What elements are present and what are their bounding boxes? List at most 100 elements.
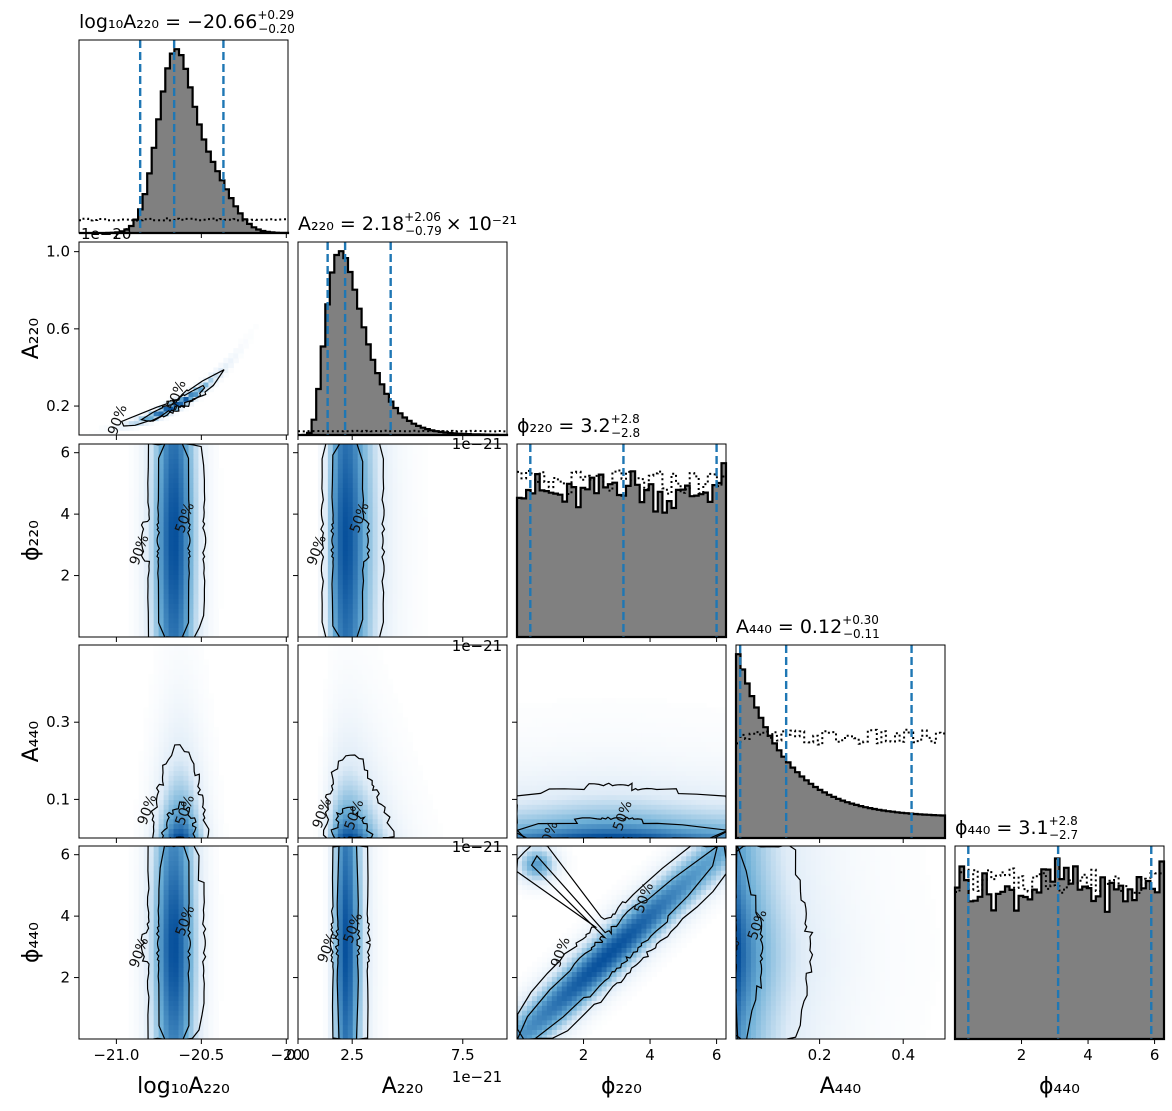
panel-frame [78,39,289,234]
histogram-log10A220: log₁₀A₂₂₀ = −20.66+0.29 −0.20 [78,8,295,235]
y-tick-label: 1.0 [46,243,70,261]
prior-line [736,728,945,746]
density-panel-4-2: 50%90% [516,845,727,1040]
y-tick-label: 6 [60,846,70,864]
title-log10A220: log₁₀A₂₂₀ = −20.66+0.29 −0.20 [79,8,295,36]
contour-50% [330,444,371,637]
y-tick-label: 0.1 [46,790,70,808]
y-tick-label: 4 [60,505,70,523]
y-tick-label: 2 [60,969,70,987]
y-axis-label: A₄₄₀ [19,721,44,763]
histogram-phi440: ϕ₄₄₀ = 3.1+2.8 −2.7 [953,814,1166,1041]
panel-frame [516,443,727,638]
title-A440: A₄₄₀ = 0.12+0.30 −0.11 [736,613,880,641]
x-axis-label-phi220: ϕ₂₂₀ [601,1074,642,1099]
hist-bars [953,857,1166,1041]
contour-90% [120,369,225,427]
panel-frame [516,845,727,1040]
x-axis-label-log10A220: log₁₀A₂₂₀ [137,1074,230,1099]
y-tick-label: 4 [60,907,70,925]
y-axis-label: A₂₂₀ [19,318,44,360]
contour-90% [320,444,386,637]
prior-line [955,867,1164,894]
y-tick-label: 0.2 [46,397,70,415]
contour-90% [150,744,210,838]
panel-frame [297,443,508,638]
panel-frame [78,241,289,436]
x-tick-label: −20.5 [178,1046,224,1064]
hist-bars [79,48,290,235]
panel-frame [78,845,289,1040]
x-offset-text: 1e−21 [452,1068,502,1086]
density-panel-3-2: 50%90% [516,644,727,839]
x-tick-label: 2 [579,1046,589,1064]
title-phi440: ϕ₄₄₀ = 3.1+2.8 −2.7 [955,814,1078,842]
y-axis-label: ϕ₂₂₀ [19,520,44,561]
x-axis-label-A220: A₂₂₀ [382,1074,424,1099]
x-tick-label: 7.5 [451,1046,475,1064]
contour-50% [334,846,361,1039]
density-panel-2-1: 50%90% [297,443,508,638]
y-axis-label: ϕ₄₄₀ [19,922,44,963]
x-offset-text: 1e−21 [452,435,502,453]
y-tick-label: 0.6 [46,320,70,338]
contour-50% [156,444,191,637]
panel-frame [297,644,508,839]
contour-90% [140,444,207,637]
panel-frame [78,443,289,638]
histogram-A220: A₂₂₀ = 2.18+2.06 −0.79 × 10⁻²¹ [297,210,517,437]
x-tick-label: 6 [1150,1046,1160,1064]
panel-frame [735,845,946,1040]
panel-frame [954,845,1165,1040]
contour-90% [140,846,207,1039]
contour-90% [329,846,371,1039]
x-tick-label: 0.4 [891,1046,915,1064]
histogram-A440: A₄₄₀ = 0.12+0.30 −0.11 [734,613,947,840]
hist-bars [515,462,728,639]
contour-50% [736,846,764,1039]
x-tick-label: 2.5 [340,1046,364,1064]
x-tick-label: −21.0 [93,1046,139,1064]
x-tick-label: 4 [1083,1046,1093,1064]
panel-frame [297,241,508,436]
contour-50% [160,801,197,838]
x-axis-label-A440: A₄₄₀ [820,1074,862,1099]
hist-bars [298,250,509,437]
y-tick-label: 6 [60,444,70,462]
contour-90% [736,846,814,1039]
panel-frame [735,644,946,839]
title-A220: A₂₂₀ = 2.18+2.06 −0.79 × 10⁻²¹ [298,210,517,238]
density-panel-3-0: 50%90% [78,644,289,839]
density-panel-4-0: 50%90% [78,845,289,1040]
hist-bars [734,653,947,840]
x-tick-label: 2 [1017,1046,1027,1064]
title-phi220: ϕ₂₂₀ = 3.2+2.8 −2.8 [517,412,640,440]
prior-line [298,429,507,433]
x-tick-label: 4 [645,1046,655,1064]
contour-50% [517,846,719,1039]
prior-line [79,217,288,222]
y-offset-text: 1e−20 [81,225,131,243]
x-tick-label: 0.0 [286,1046,310,1064]
panel-frame [78,644,289,839]
contour-90% [517,846,726,1039]
y-tick-label: 2 [60,567,70,585]
x-tick-label: −20 [270,1046,302,1064]
density-panel-4-3: 50%90% [735,845,946,1040]
x-offset-text: 1e−21 [452,838,502,856]
x-tick-label: 6 [712,1046,722,1064]
x-axis-label-phi440: ϕ₄₄₀ [1039,1074,1080,1099]
x-offset-text: 1e−21 [452,637,502,655]
density-panel-4-1: 50%90% [297,845,508,1040]
panel-frame [516,644,727,839]
x-tick-label: 0.2 [808,1046,832,1064]
contour-50% [155,846,191,1039]
panel-frame [297,845,508,1040]
y-tick-label: 0.3 [46,713,70,731]
contour-90% [517,782,726,838]
density-panel-3-1: 50%90% [297,644,508,839]
density-panel-2-0: 50%90% [78,443,289,638]
histogram-phi220: ϕ₂₂₀ = 3.2+2.8 −2.8 [515,412,728,639]
density-panel-1-0: 50%90% [78,241,289,436]
